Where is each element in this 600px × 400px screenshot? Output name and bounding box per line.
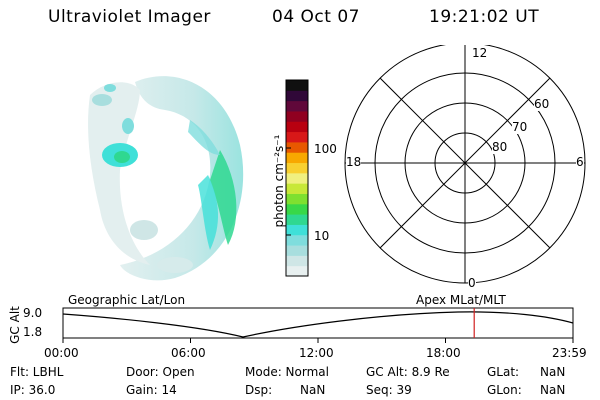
colorbar-cell (286, 162, 308, 174)
mlat-label-80: 80 (492, 140, 508, 154)
observation-time: 19:21:02 UT (429, 7, 540, 27)
timeline-xtick-1800: 18:00 (426, 346, 461, 360)
filter-status: Flt: LBHL (10, 365, 64, 379)
mlt-label-6: 6 (576, 155, 584, 169)
mlt-label-18: 18 (346, 155, 362, 169)
colorbar-cell (286, 234, 308, 246)
gc-alt-status: GC Alt: 8.9 Re (366, 365, 450, 379)
ip-status: IP: 36.0 (10, 383, 56, 397)
dsp-label: Dsp: (245, 383, 273, 397)
timeline-left-title: Geographic Lat/Lon (68, 293, 186, 307)
colorbar-cell (286, 203, 308, 215)
colorbar-cell (286, 110, 308, 122)
colorbar-cell (286, 152, 308, 164)
colorbar-cell (286, 80, 308, 91)
glon-label: GLon: (487, 383, 522, 397)
colorbar-tick-100: 100 (314, 142, 337, 156)
timeline-ytick-high: 9.0 (23, 306, 43, 320)
door-status: Door: Open (126, 365, 195, 379)
colorbar-cell (286, 214, 308, 225)
colorbar-label: photon cm⁻²s⁻¹ (272, 134, 286, 228)
timeline-right-title: Apex MLat/MLT (416, 293, 506, 307)
colorbar-cell (286, 224, 308, 236)
aurora-image (88, 76, 244, 281)
glat-value: NaN (540, 365, 566, 379)
seq-status: Seq: 39 (366, 383, 412, 397)
mlat-label-60: 60 (534, 97, 550, 111)
colorbar-tick-10: 10 (314, 229, 330, 243)
colorbar-cell (286, 131, 308, 143)
instrument-title: Ultraviolet Imager (48, 7, 211, 27)
colorbar-cell (286, 265, 308, 277)
dsp-value: NaN (300, 383, 326, 397)
colorbar-cell (286, 193, 308, 205)
glon-value: NaN (540, 383, 566, 397)
mlat-label-70: 70 (512, 120, 528, 134)
colorbar-cell (286, 141, 308, 153)
colorbar-cell (286, 172, 308, 184)
timeline-ylabel: GC Alt (7, 306, 22, 344)
mode-status: Mode: Normal (245, 365, 329, 379)
colorbar-cell (286, 255, 308, 267)
observation-date: 04 Oct 07 (272, 7, 360, 27)
colorbar-cell (286, 183, 308, 194)
timeline-xtick-0600: 06:00 (171, 346, 206, 360)
timeline-ytick-low: 1.8 (23, 325, 43, 339)
timeline-xtick-0000: 00:00 (44, 346, 79, 360)
colorbar-cell (286, 100, 308, 112)
timeline-xtick-2359: 23:59 (552, 346, 587, 360)
timeline-xtick-1200: 12:00 (299, 346, 334, 360)
polar-plot (344, 45, 586, 284)
color-bar (285, 79, 309, 277)
colorbar-cell (286, 245, 308, 256)
altitude-timeline (62, 307, 574, 343)
colorbar-cell (286, 121, 308, 133)
mlt-label-0: 0 (468, 276, 476, 290)
mlt-label-12: 12 (472, 46, 488, 60)
gain-status: Gain: 14 (126, 383, 177, 397)
colorbar-cell (286, 90, 308, 102)
glat-label: GLat: (487, 365, 520, 379)
